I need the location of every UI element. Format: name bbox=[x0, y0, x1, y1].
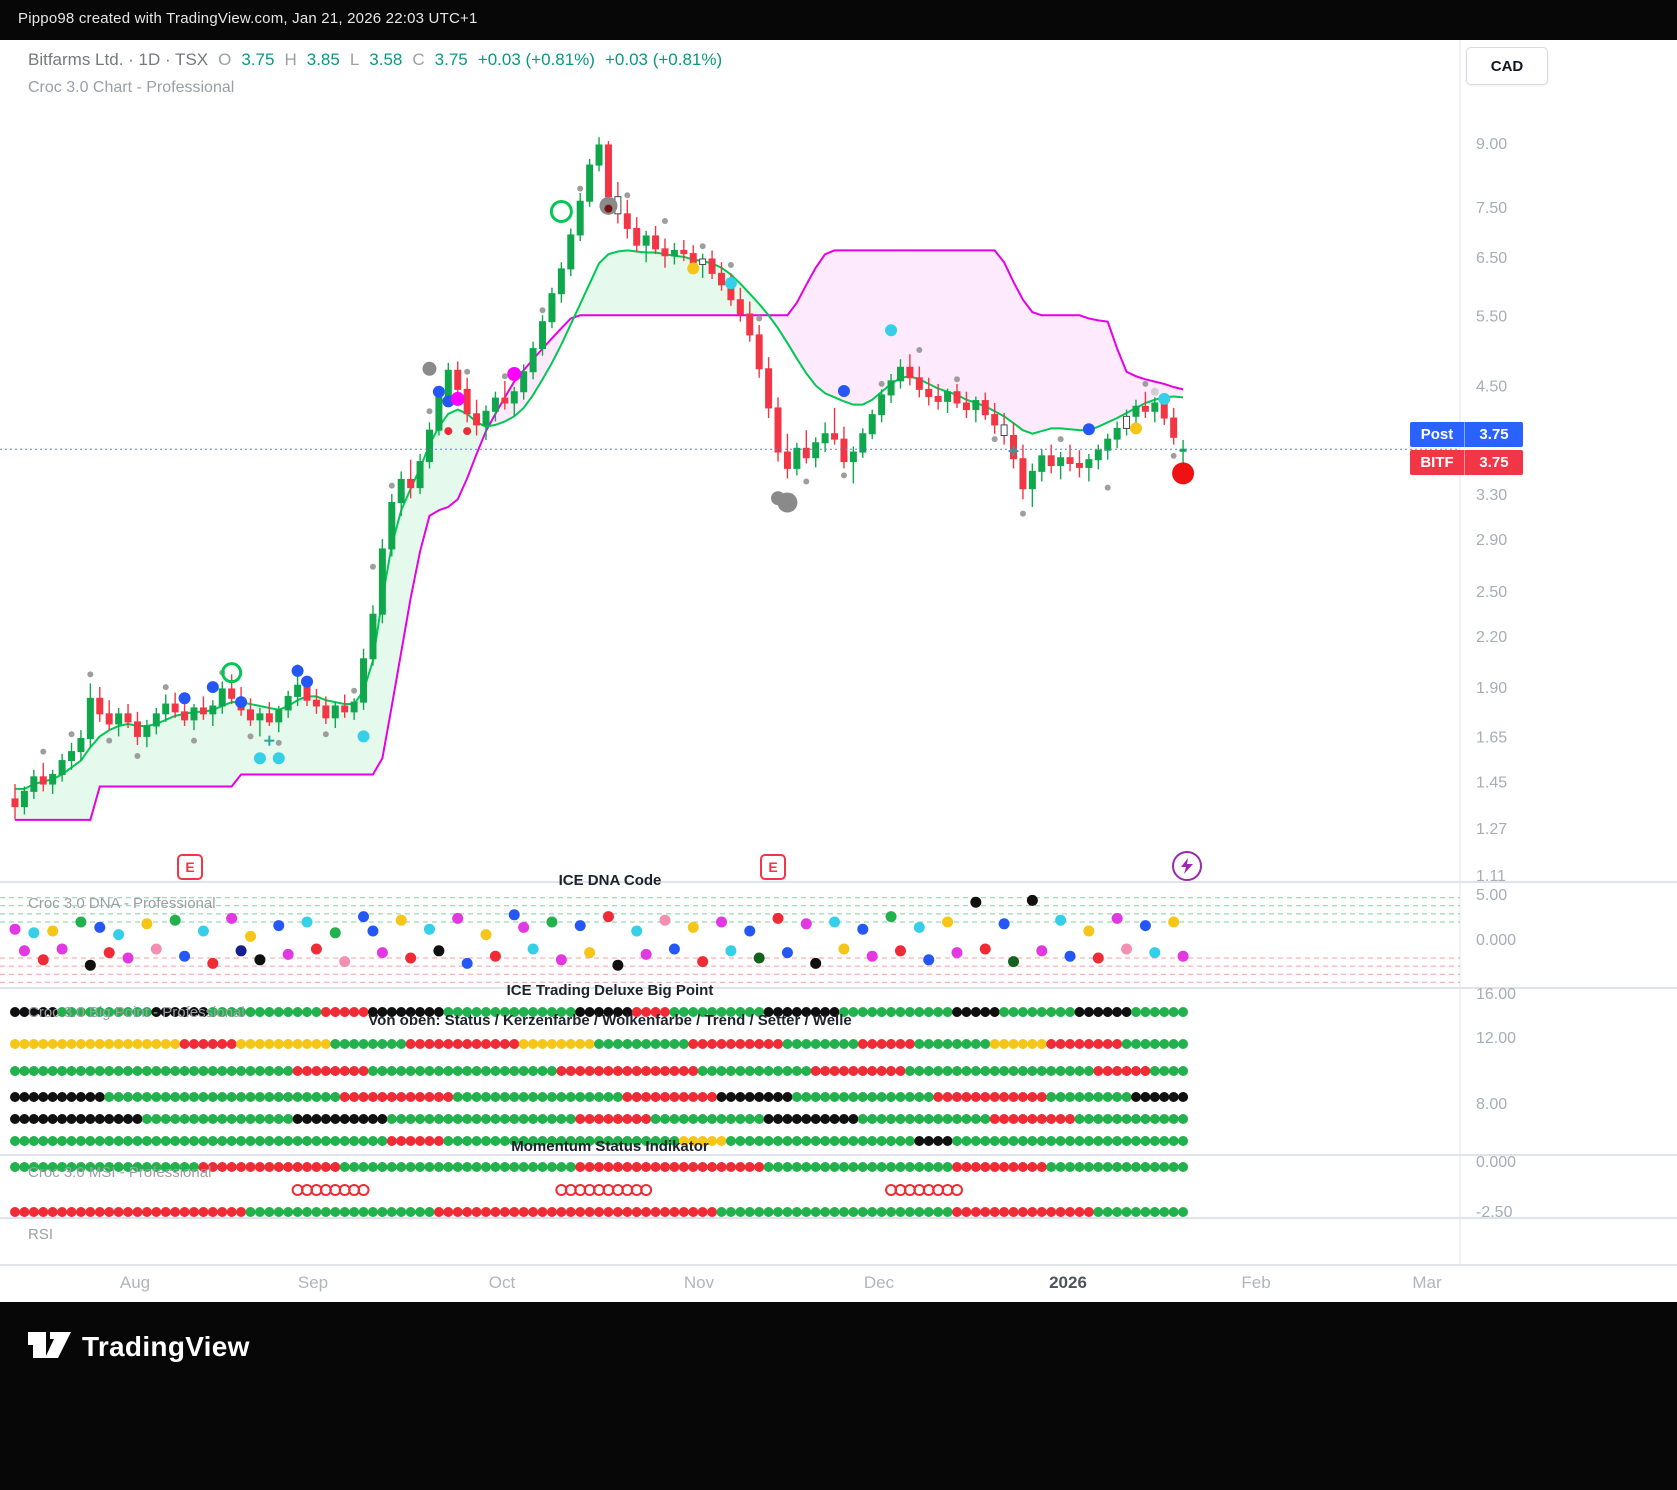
month-label-dec: Dec bbox=[863, 1273, 895, 1292]
month-label-aug: Aug bbox=[119, 1273, 151, 1292]
indicator-title-main: Croc 3.0 Chart - Professional bbox=[28, 79, 235, 96]
bigpoint-panel-subtitle: Von oben: Status / Kerzenfarbe / Wolkenf… bbox=[368, 1012, 852, 1029]
svg-text:8.00: 8.00 bbox=[1476, 1096, 1507, 1113]
event-lightning-badge[interactable] bbox=[1172, 851, 1202, 881]
month-label-mar: Mar bbox=[1412, 1273, 1442, 1292]
post-market-price-tag: Post 3.75 bbox=[1410, 422, 1523, 447]
currency-button[interactable]: CAD bbox=[1466, 47, 1548, 85]
extended-change-value: +0.03 (+0.81%) bbox=[604, 50, 723, 69]
post-label: Post bbox=[1420, 426, 1454, 443]
dna-panel bbox=[0, 894, 1460, 983]
change-value: +0.03 (+0.81%) bbox=[477, 50, 595, 69]
svg-text:12.00: 12.00 bbox=[1476, 1030, 1516, 1047]
croc-cloud bbox=[15, 250, 1184, 820]
symbol-legend[interactable]: Bitfarms Ltd. · 1D · TSX O 3.75 H 3.85 L 3.… bbox=[28, 50, 722, 70]
svg-text:1.45: 1.45 bbox=[1476, 775, 1507, 792]
svg-text:1.90: 1.90 bbox=[1476, 680, 1507, 697]
earnings-badge[interactable]: E bbox=[760, 854, 786, 880]
year-label-2026: 2026 bbox=[1049, 1273, 1087, 1292]
bigpoint-panel-label[interactable]: Croc 3.0 Big Point - Professional bbox=[28, 1004, 245, 1021]
svg-text:-2.50: -2.50 bbox=[1476, 1204, 1513, 1221]
lightning-icon bbox=[1181, 858, 1193, 874]
slow-line bbox=[15, 249, 1184, 821]
low-value: 3.58 bbox=[369, 50, 403, 69]
month-label-oct: Oct bbox=[488, 1273, 516, 1292]
symbol-title: Bitfarms Ltd. · 1D · TSX bbox=[28, 50, 209, 69]
candles bbox=[11, 137, 1187, 820]
svg-text:3.30: 3.30 bbox=[1476, 487, 1507, 504]
signal-markers bbox=[40, 185, 1195, 765]
svg-text:1.65: 1.65 bbox=[1476, 729, 1507, 746]
bigpoint-panel-title: ICE Trading Deluxe Big Point bbox=[506, 982, 714, 999]
attribution-text: Pippo98 created with TradingView.com, Ja… bbox=[18, 10, 478, 27]
close-label: C bbox=[412, 50, 425, 69]
msi-panel bbox=[10, 1162, 1189, 1217]
high-label: H bbox=[284, 50, 297, 69]
svg-text:0.000: 0.000 bbox=[1476, 932, 1516, 949]
msi-panel-label[interactable]: Croc 3.0 MSI - Professional bbox=[28, 1164, 212, 1181]
tradingview-mark-icon bbox=[28, 1332, 71, 1358]
svg-text:6.50: 6.50 bbox=[1476, 250, 1507, 267]
month-label-sep: Sep bbox=[297, 1273, 329, 1292]
svg-text:0.000: 0.000 bbox=[1476, 1154, 1516, 1171]
open-label: O bbox=[218, 50, 232, 69]
svg-text:2.20: 2.20 bbox=[1476, 629, 1507, 646]
month-label-nov: Nov bbox=[683, 1273, 715, 1292]
svg-text:5.00: 5.00 bbox=[1476, 887, 1507, 904]
svg-text:5.50: 5.50 bbox=[1476, 308, 1507, 325]
svg-text:9.00: 9.00 bbox=[1476, 136, 1507, 153]
brand-text: TradingView bbox=[82, 1331, 250, 1362]
msi-panel-title: Momentum Status Indikator bbox=[511, 1138, 709, 1155]
close-value: 3.75 bbox=[434, 50, 468, 69]
time-axis[interactable]: Aug Sep Oct Nov Dec 2026 Feb Mar bbox=[0, 1265, 1460, 1302]
last-price-tag: BITF 3.75 bbox=[1410, 450, 1523, 475]
pane-dividers bbox=[0, 40, 1677, 1266]
high-value: 3.85 bbox=[306, 50, 340, 69]
last-price-value: 3.75 bbox=[1464, 450, 1523, 475]
dna-panel-title: ICE DNA Code bbox=[558, 872, 662, 889]
svg-text:4.50: 4.50 bbox=[1476, 378, 1507, 395]
rsi-panel-label[interactable]: RSI bbox=[28, 1226, 54, 1243]
month-label-feb: Feb bbox=[1241, 1273, 1271, 1292]
price-scale[interactable] bbox=[1460, 40, 1677, 1265]
tradingview-logo[interactable]: TradingView bbox=[26, 1330, 250, 1364]
svg-text:1.27: 1.27 bbox=[1476, 821, 1507, 838]
post-value: 3.75 bbox=[1464, 422, 1523, 447]
dna-panel-label[interactable]: Croc 3.0 DNA - Professional bbox=[28, 895, 216, 912]
ticker-label: BITF bbox=[1420, 454, 1454, 471]
price-axis-labels: 9.00 7.50 6.50 5.50 4.50 3.30 2.90 2.50 2.20 1.90… bbox=[1476, 136, 1507, 885]
low-label: L bbox=[349, 50, 360, 69]
svg-text:2.50: 2.50 bbox=[1476, 584, 1507, 601]
open-value: 3.75 bbox=[241, 50, 275, 69]
svg-text:16.00: 16.00 bbox=[1476, 986, 1516, 1003]
svg-text:7.50: 7.50 bbox=[1476, 200, 1507, 217]
svg-text:1.11: 1.11 bbox=[1476, 868, 1506, 885]
earnings-badge[interactable]: E bbox=[177, 854, 203, 880]
big-point-panel bbox=[10, 1007, 1189, 1146]
panel-scale-labels: 5.00 0.000 16.00 12.00 8.00 0.000 -2.50 bbox=[1476, 887, 1516, 1221]
svg-text:2.90: 2.90 bbox=[1476, 532, 1507, 549]
